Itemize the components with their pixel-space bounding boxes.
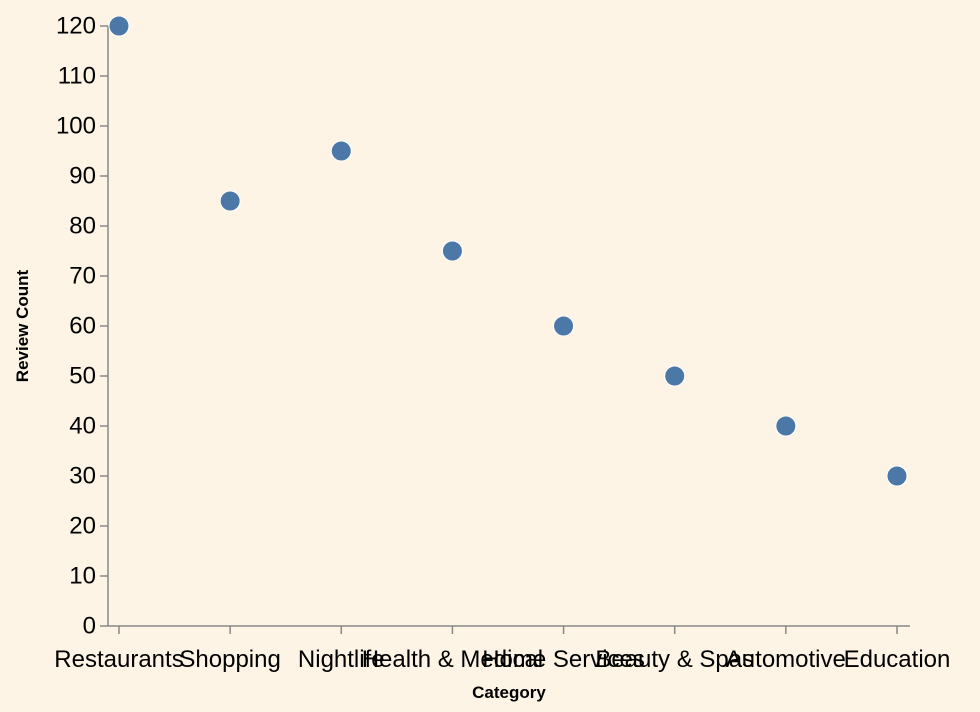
x-tick-label: Shopping	[179, 646, 280, 673]
x-tick-label: Beauty & Spas	[595, 646, 754, 673]
y-tick-label: 100	[56, 113, 96, 140]
y-tick-label: 80	[69, 213, 96, 240]
data-point	[219, 190, 241, 212]
y-tick-label: 0	[83, 613, 96, 640]
y-tick-label: 30	[69, 463, 96, 490]
y-axis: 0 10 20 30 40 50 60 70 80 90 100 110 120	[56, 13, 109, 640]
y-tick-label: 40	[69, 413, 96, 440]
data-point	[886, 465, 908, 487]
data-point	[775, 415, 797, 437]
y-tick-label: 90	[69, 163, 96, 190]
y-tick-label: 10	[69, 563, 96, 590]
y-tick-label: 20	[69, 513, 96, 540]
y-tick-label: 110	[58, 63, 96, 90]
x-tick-label: Restaurants	[54, 646, 183, 673]
y-tick-label: 70	[69, 263, 96, 290]
x-tick-label: Automotive	[726, 646, 846, 673]
x-tick-label: Education	[844, 646, 951, 673]
x-tick-label: Health & Medical	[362, 646, 543, 673]
y-axis-title: Review Count	[13, 269, 32, 382]
data-point	[553, 315, 575, 337]
y-tick-label: 120	[56, 13, 96, 40]
data-point	[108, 15, 130, 37]
data-points	[108, 15, 908, 487]
data-point	[330, 140, 352, 162]
y-tick-label: 60	[69, 313, 96, 340]
x-axis-title: Category	[472, 683, 546, 702]
x-tick-label: Nightlife	[298, 646, 385, 673]
data-point	[664, 365, 686, 387]
x-tick-label: Home Services	[482, 646, 645, 673]
data-point	[441, 240, 463, 262]
y-tick-label: 50	[69, 363, 96, 390]
